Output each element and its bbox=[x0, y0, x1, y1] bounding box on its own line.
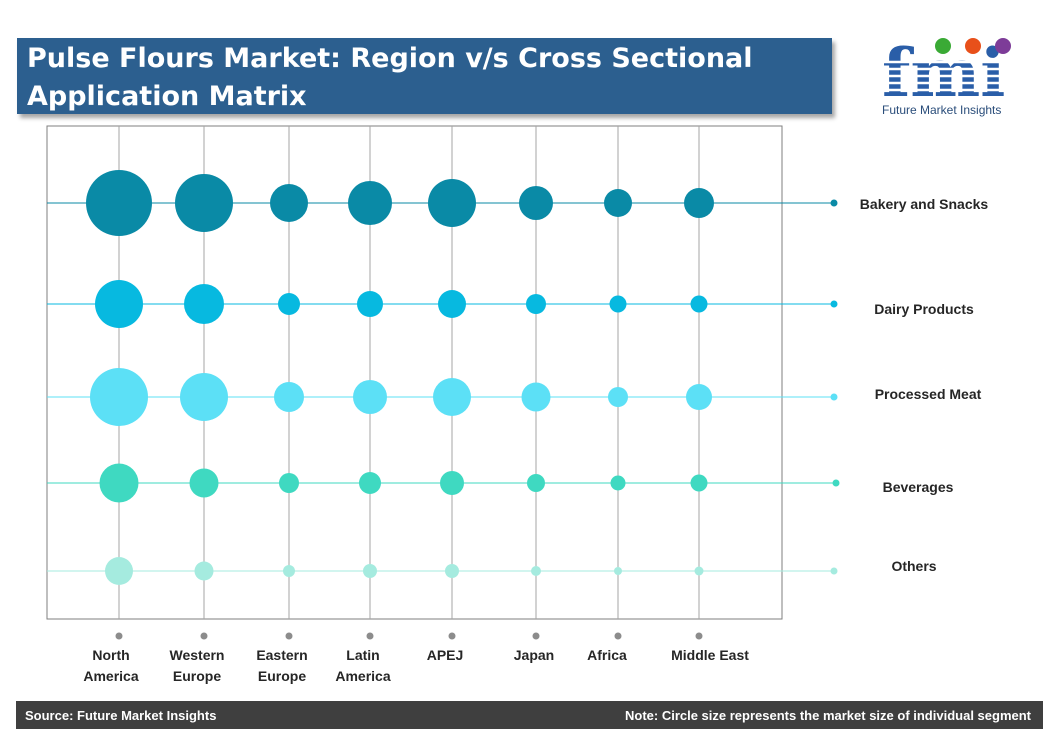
fmi-logo: fmi bbox=[876, 36, 1026, 112]
bubble bbox=[614, 567, 622, 575]
row-label: Dairy Products bbox=[874, 301, 974, 317]
note-text: Note: Circle size represents the market … bbox=[624, 707, 1031, 723]
bubble bbox=[270, 184, 308, 222]
x-tick-label: APEJ bbox=[427, 647, 464, 663]
bubble bbox=[690, 474, 708, 492]
bubble bbox=[86, 170, 152, 236]
plot-frame bbox=[46, 125, 783, 620]
bubble bbox=[105, 557, 133, 585]
x-tick-label: North bbox=[92, 647, 129, 663]
chart-title: Pulse Flours Market: Region v/s Cross Se… bbox=[17, 38, 832, 114]
x-tick-label: Western bbox=[170, 647, 225, 663]
bubble bbox=[278, 293, 300, 315]
bubble bbox=[445, 564, 459, 578]
bubble bbox=[90, 368, 148, 426]
row-label: Others bbox=[891, 558, 936, 574]
bubble bbox=[438, 290, 466, 318]
bubble bbox=[279, 473, 299, 493]
bubble bbox=[686, 384, 712, 410]
bubble bbox=[353, 380, 387, 414]
bubble bbox=[610, 475, 626, 491]
bubble bbox=[99, 463, 139, 503]
x-tick-marker bbox=[614, 632, 622, 640]
bubble bbox=[684, 188, 714, 218]
x-tick-marker bbox=[115, 632, 123, 640]
bubble bbox=[189, 468, 219, 498]
x-tick-marker bbox=[200, 632, 208, 640]
bubble bbox=[359, 472, 381, 494]
x-tick-marker bbox=[285, 632, 293, 640]
x-tick-marker bbox=[448, 632, 456, 640]
x-tick-label: Europe bbox=[173, 668, 221, 684]
row-end-marker bbox=[830, 567, 838, 575]
row-label: Beverages bbox=[883, 479, 954, 495]
x-tick-label: Japan bbox=[514, 647, 554, 663]
logo-tagline: Future Market Insights bbox=[882, 103, 1002, 117]
row-label: Processed Meat bbox=[875, 386, 982, 402]
x-tick-marker bbox=[532, 632, 540, 640]
bubble bbox=[531, 566, 541, 576]
x-tick-marker bbox=[695, 632, 703, 640]
x-tick-label: Middle East bbox=[671, 647, 749, 663]
bubble bbox=[694, 566, 704, 576]
row-end-marker bbox=[830, 300, 838, 308]
row-end-marker bbox=[830, 199, 838, 207]
bubble bbox=[175, 174, 233, 232]
bubble bbox=[428, 179, 476, 227]
bubble bbox=[95, 280, 143, 328]
x-tick-marker bbox=[366, 632, 374, 640]
bubble bbox=[180, 373, 228, 421]
source-text: Source: Future Market Insights bbox=[25, 707, 217, 723]
footer-bar: Source: Future Market Insights Note: Cir… bbox=[16, 701, 1043, 729]
row-end-marker bbox=[830, 393, 838, 401]
bubble bbox=[274, 382, 304, 412]
bubble bbox=[690, 295, 708, 313]
bubble bbox=[184, 284, 224, 324]
bubble bbox=[348, 181, 392, 225]
bubble bbox=[440, 471, 464, 495]
x-tick-label: Africa bbox=[587, 647, 627, 663]
x-tick-label: America bbox=[83, 668, 138, 684]
bubble bbox=[604, 189, 632, 217]
bubble bbox=[521, 382, 551, 412]
bubble bbox=[363, 564, 377, 578]
bubble bbox=[194, 561, 214, 581]
row-end-marker bbox=[832, 479, 840, 487]
bubble bbox=[527, 474, 545, 492]
x-tick-label: America bbox=[335, 668, 390, 684]
bubble bbox=[519, 186, 553, 220]
bubble bbox=[283, 565, 295, 577]
bubble bbox=[433, 378, 471, 416]
bubble bbox=[608, 387, 628, 407]
x-tick-label: Latin bbox=[346, 647, 379, 663]
bubble bbox=[609, 295, 627, 313]
bubble bbox=[526, 294, 546, 314]
x-tick-label: Europe bbox=[258, 668, 306, 684]
bubble bbox=[357, 291, 383, 317]
row-label: Bakery and Snacks bbox=[860, 196, 989, 212]
x-tick-label: Eastern bbox=[256, 647, 307, 663]
